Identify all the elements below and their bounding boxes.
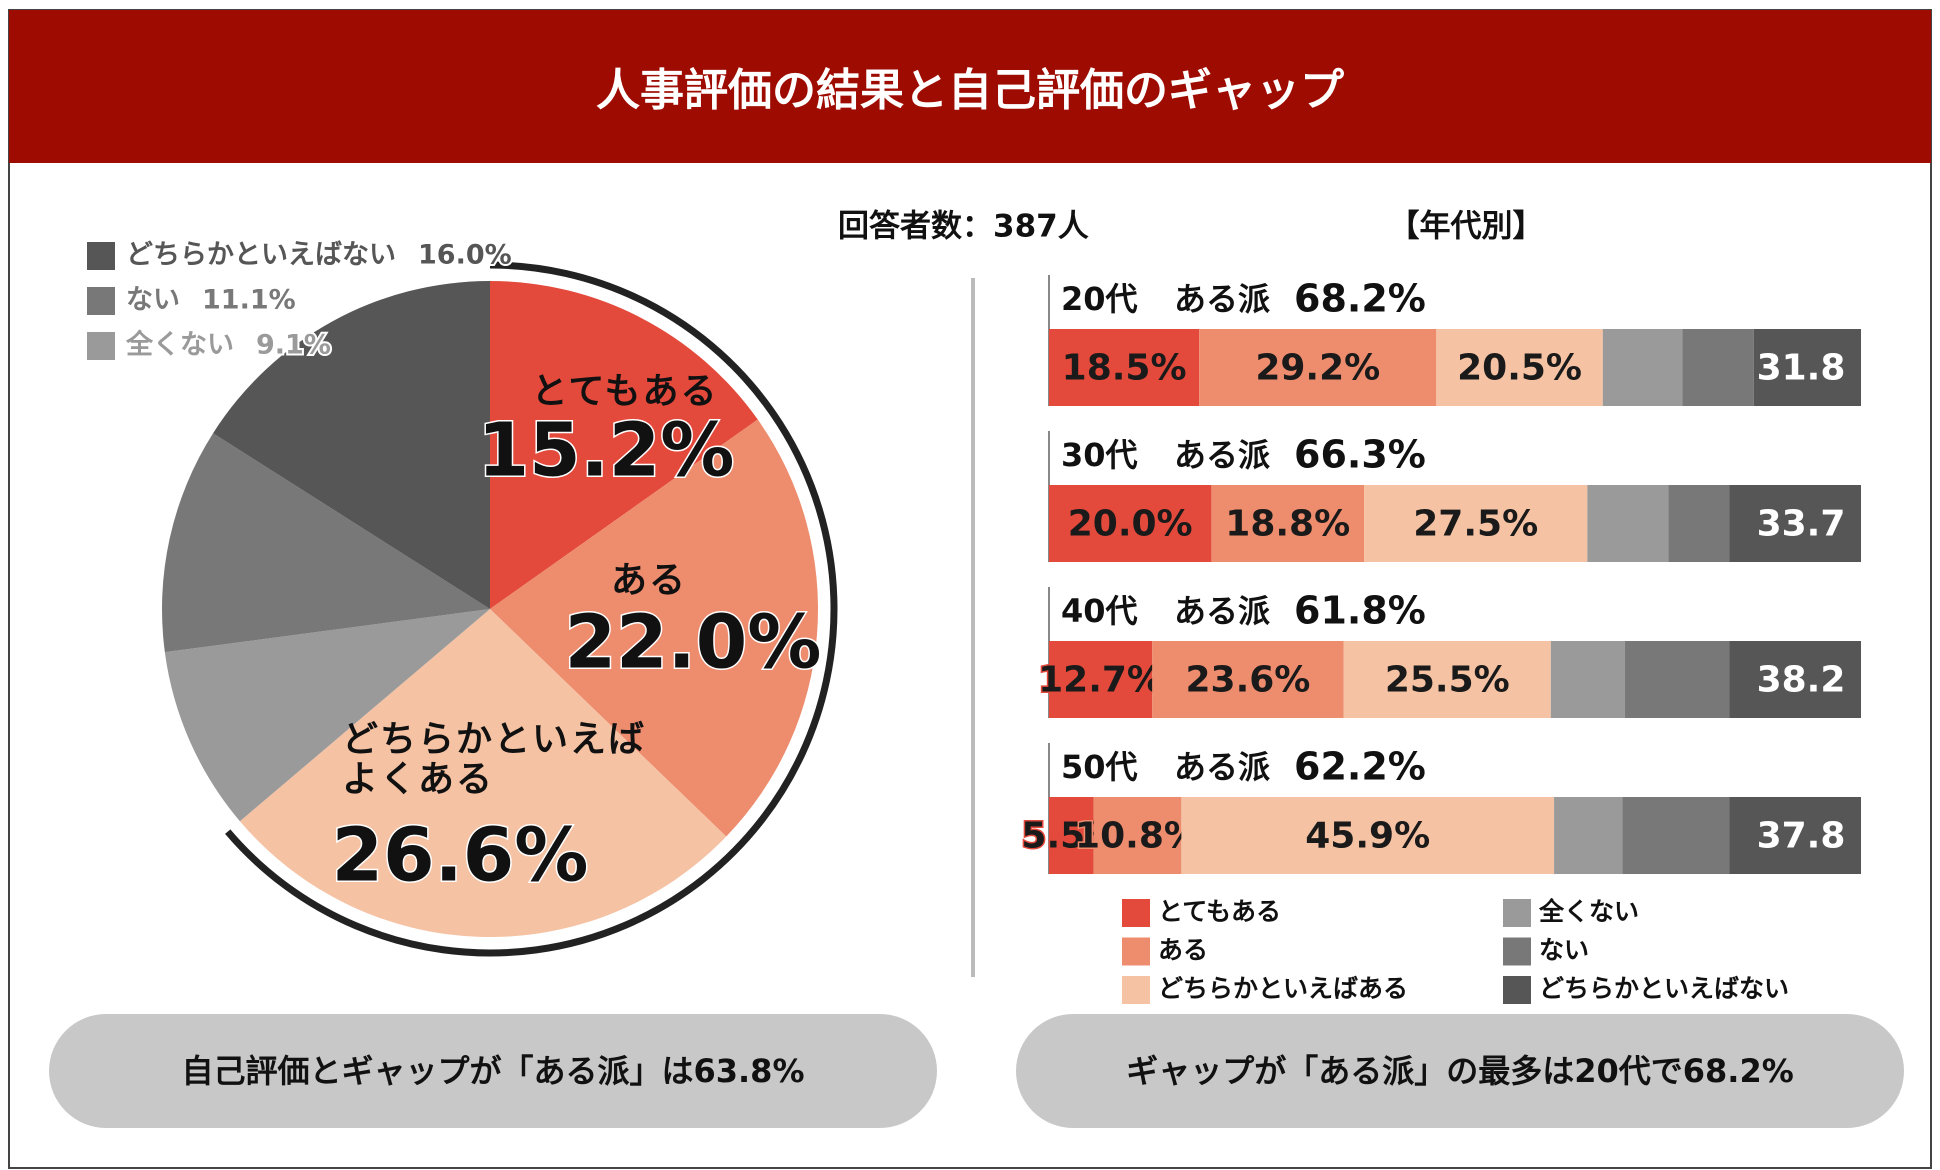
category-label: 30代 (1061, 436, 1138, 474)
legend-label: 全くない (125, 329, 234, 361)
bar-value-label: 20.5% (1457, 348, 1582, 389)
legend-label: どちらかといえばある (1158, 974, 1408, 1003)
group-caption: ある派 (1174, 280, 1270, 318)
aru-arc (225, 261, 838, 957)
bar-segment (1550, 641, 1625, 718)
legend-swatch (1503, 899, 1531, 927)
bar-segment (1049, 329, 1200, 406)
summary-pill (1016, 1014, 1904, 1128)
legend-swatch (87, 332, 115, 360)
pie-label: とてもある (531, 371, 718, 412)
legend-label: 全くない (1538, 897, 1639, 926)
bar-segment (1211, 485, 1365, 562)
pie-slice (161, 433, 490, 653)
group-caption: ある派 (1174, 748, 1270, 786)
bar-segment (1199, 329, 1437, 406)
nai-total: 38.2 (1757, 660, 1846, 701)
bar-value-label: 18.5% (1062, 348, 1187, 389)
pie-label: ある (611, 560, 687, 601)
pie-label: どちらかといえば よくある (342, 719, 647, 800)
bar-value-label: 25.5% (1385, 660, 1510, 701)
bar-value-label: 29.2% (1255, 348, 1380, 389)
legend-value: 9.1% (256, 330, 331, 361)
bar-segment (1587, 485, 1669, 562)
legend-swatch (87, 287, 115, 315)
pie-value-label: 26.6% (332, 813, 589, 899)
bar-segment (1181, 797, 1555, 874)
category-label: 50代 (1061, 748, 1138, 786)
pie-slice (164, 609, 491, 822)
pie-value-label: 22.0% (565, 600, 822, 686)
bar-value-label: 20.0% (1068, 504, 1193, 545)
bar-value-label: 10.8% (1075, 816, 1200, 857)
legend-swatch (1503, 976, 1531, 1004)
summary-pill (49, 1014, 937, 1128)
pie-slice (239, 609, 727, 938)
legend-swatch (1122, 976, 1150, 1004)
bar-segment (1622, 797, 1730, 874)
bar-value-label: 23.6% (1185, 660, 1310, 701)
nai-total: 31.8 (1757, 348, 1846, 389)
bar-segment (1624, 641, 1730, 718)
group-caption: ある派 (1174, 592, 1270, 630)
legend-label: ない (1539, 936, 1589, 965)
header-band (9, 10, 1931, 163)
pie-slice (490, 281, 758, 609)
bar-value-label: 27.5% (1413, 504, 1538, 545)
aru-total: 66.3% (1294, 433, 1426, 477)
bar-segment (1729, 641, 1861, 718)
summary: 自己評価とギャップが「ある派」は63.8% (181, 1052, 804, 1090)
legend-label: どちらかといえばない (1539, 974, 1789, 1003)
bar-segment (1364, 485, 1588, 562)
title: 人事評価の結果と自己評価のギャップ (596, 65, 1344, 116)
category-label: 40代 (1061, 592, 1138, 630)
legend-swatch (1122, 899, 1150, 927)
bar-segment (1729, 797, 1861, 874)
bar-segment (1682, 329, 1754, 406)
pie-value-label: 15.2% (478, 408, 735, 494)
bar-segment (1753, 329, 1861, 406)
pie-slice (490, 419, 818, 837)
legend-label: とてもある (1158, 897, 1281, 926)
bar-segment (1668, 485, 1730, 562)
legend-label: どちらかといえばない (126, 240, 396, 271)
aru-total: 62.2% (1294, 745, 1426, 789)
category-label: 20代 (1061, 280, 1138, 318)
aru-total: 68.2% (1294, 277, 1426, 321)
bar-value-label: 12.7% (1038, 660, 1163, 701)
legend-label: ない (126, 285, 180, 316)
nai-total: 37.8 (1757, 816, 1846, 857)
bar-value-label: 18.8% (1225, 504, 1350, 545)
aru-total: 61.8% (1294, 589, 1426, 633)
bar-segment (1093, 797, 1182, 874)
pie-slice (213, 281, 491, 609)
legend-value: 11.1% (202, 285, 296, 316)
legend-swatch (1503, 937, 1531, 966)
legend-swatch (87, 242, 115, 270)
bar-segment (1343, 641, 1551, 718)
respondents: 回答者数：387人 (838, 209, 1089, 245)
bar-segment (1436, 329, 1603, 406)
bar-segment (1049, 485, 1212, 562)
bar-title: 【年代別】 (1389, 209, 1544, 245)
nai-total: 33.7 (1757, 504, 1846, 545)
group-caption: ある派 (1174, 436, 1270, 474)
bar-value-label: 45.9% (1305, 816, 1430, 857)
bar-segment (1152, 641, 1344, 718)
bar-segment (1602, 329, 1683, 406)
legend-label: ある (1158, 936, 1208, 965)
bar-segment (1049, 797, 1094, 874)
bar-segment (1729, 485, 1861, 562)
bar-segment (1554, 797, 1623, 874)
legend-swatch (1122, 937, 1150, 966)
legend-value: 16.0% (418, 240, 512, 271)
bar-segment (1049, 641, 1153, 718)
summary: ギャップが「ある派」の最多は20代で68.2% (1126, 1052, 1794, 1090)
